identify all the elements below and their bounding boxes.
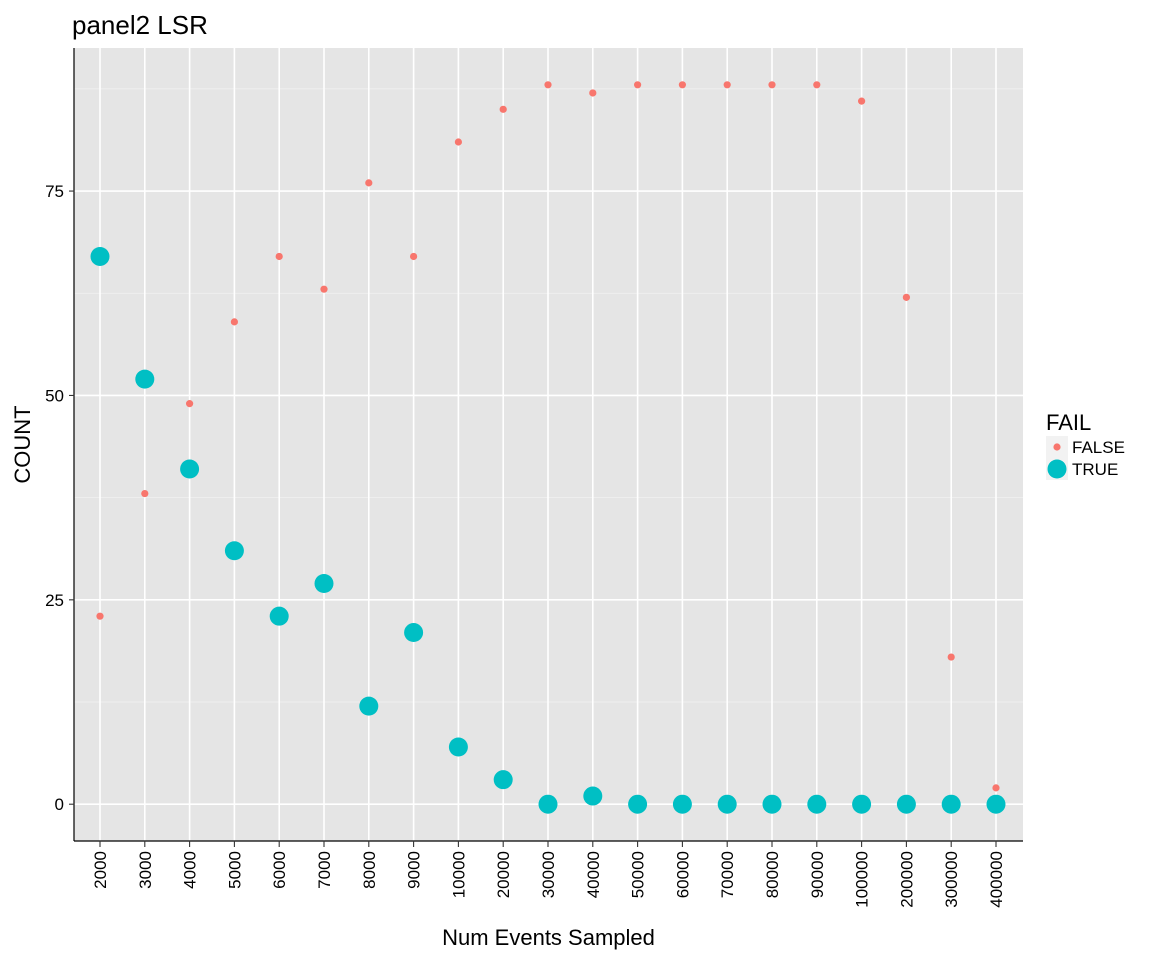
- axes: 0 25 50 75 2000 3000 4000 5000 6000 7000 8000 9000 1…: [45, 48, 1023, 908]
- point-false-70000: [723, 81, 731, 89]
- x-tick-label: 8000: [360, 851, 379, 889]
- x-tick-label: 30000: [539, 851, 558, 898]
- point-false-50000: [634, 81, 642, 89]
- point-false-10000: [454, 138, 462, 146]
- y-tick-label: 25: [45, 591, 64, 610]
- x-tick-label: 60000: [673, 851, 692, 898]
- point-false-5000: [230, 318, 238, 326]
- point-false-400000: [992, 784, 1000, 792]
- point-false-40000: [589, 89, 597, 97]
- point-true-20000: [493, 770, 513, 790]
- y-tick-label: 50: [45, 386, 64, 405]
- point-false-2000: [96, 612, 104, 620]
- point-true-2000: [90, 246, 110, 266]
- x-tick-label: 50000: [629, 851, 648, 898]
- point-true-7000: [314, 573, 334, 593]
- point-true-100000: [852, 794, 872, 814]
- data-points: [90, 81, 1006, 814]
- point-true-80000: [762, 794, 782, 814]
- point-false-80000: [768, 81, 776, 89]
- y-tick-label: 0: [55, 795, 64, 814]
- point-false-9000: [410, 252, 418, 261]
- legend-label-false: FALSE: [1072, 438, 1125, 457]
- x-tick-label: 2000: [91, 851, 110, 889]
- x-tick-label: 5000: [225, 851, 244, 889]
- legend-key-false: [1053, 443, 1061, 451]
- point-true-4000: [180, 459, 200, 479]
- point-false-300000: [947, 653, 955, 661]
- legend: FAIL FALSE TRUE: [1046, 410, 1125, 480]
- point-false-7000: [320, 285, 328, 293]
- point-true-200000: [896, 794, 916, 814]
- legend-label-true: TRUE: [1072, 460, 1118, 479]
- point-false-20000: [499, 105, 507, 113]
- point-false-100000: [858, 97, 866, 105]
- x-tick-label: 70000: [718, 851, 737, 898]
- point-true-10000: [448, 737, 468, 757]
- x-tick-label: 300000: [942, 851, 961, 908]
- legend-title: FAIL: [1046, 410, 1091, 435]
- point-true-400000: [986, 794, 1006, 814]
- chart-title: panel2 LSR: [72, 10, 208, 40]
- x-tick-label: 200000: [897, 851, 916, 908]
- x-tick-label: 6000: [270, 851, 289, 889]
- y-axis-title: COUNT: [10, 405, 35, 483]
- y-tick-label: 75: [45, 182, 64, 201]
- x-axis-title: Num Events Sampled: [442, 925, 655, 950]
- point-true-3000: [135, 369, 155, 389]
- x-tick-label: 40000: [584, 851, 603, 898]
- point-true-40000: [583, 786, 603, 806]
- x-tick-label: 20000: [494, 851, 513, 898]
- point-true-60000: [672, 794, 692, 814]
- point-true-90000: [807, 794, 827, 814]
- x-tick-label: 7000: [315, 851, 334, 889]
- point-false-6000: [275, 252, 283, 261]
- point-false-200000: [902, 293, 911, 301]
- point-true-9000: [404, 623, 424, 643]
- point-true-6000: [269, 606, 289, 626]
- x-tick-label: 80000: [763, 851, 782, 898]
- point-false-4000: [186, 400, 194, 408]
- point-false-3000: [141, 489, 149, 498]
- x-tick-label: 3000: [136, 851, 155, 889]
- x-tick-label: 400000: [987, 851, 1006, 908]
- x-tick-label: 10000: [449, 851, 468, 898]
- point-true-300000: [941, 794, 961, 814]
- legend-key-true: [1047, 459, 1067, 479]
- grid-lines: [74, 48, 1023, 841]
- point-false-60000: [678, 81, 687, 89]
- point-true-5000: [224, 541, 244, 561]
- point-true-8000: [359, 696, 379, 716]
- point-true-50000: [628, 794, 648, 814]
- x-tick-label: 90000: [808, 851, 827, 898]
- point-false-30000: [544, 81, 552, 89]
- point-false-8000: [365, 179, 373, 187]
- point-true-30000: [538, 794, 558, 814]
- x-tick-label: 100000: [853, 851, 872, 908]
- x-tick-label: 9000: [405, 851, 424, 889]
- x-tick-label: 4000: [181, 851, 200, 889]
- point-false-90000: [813, 81, 821, 89]
- point-true-70000: [717, 794, 737, 814]
